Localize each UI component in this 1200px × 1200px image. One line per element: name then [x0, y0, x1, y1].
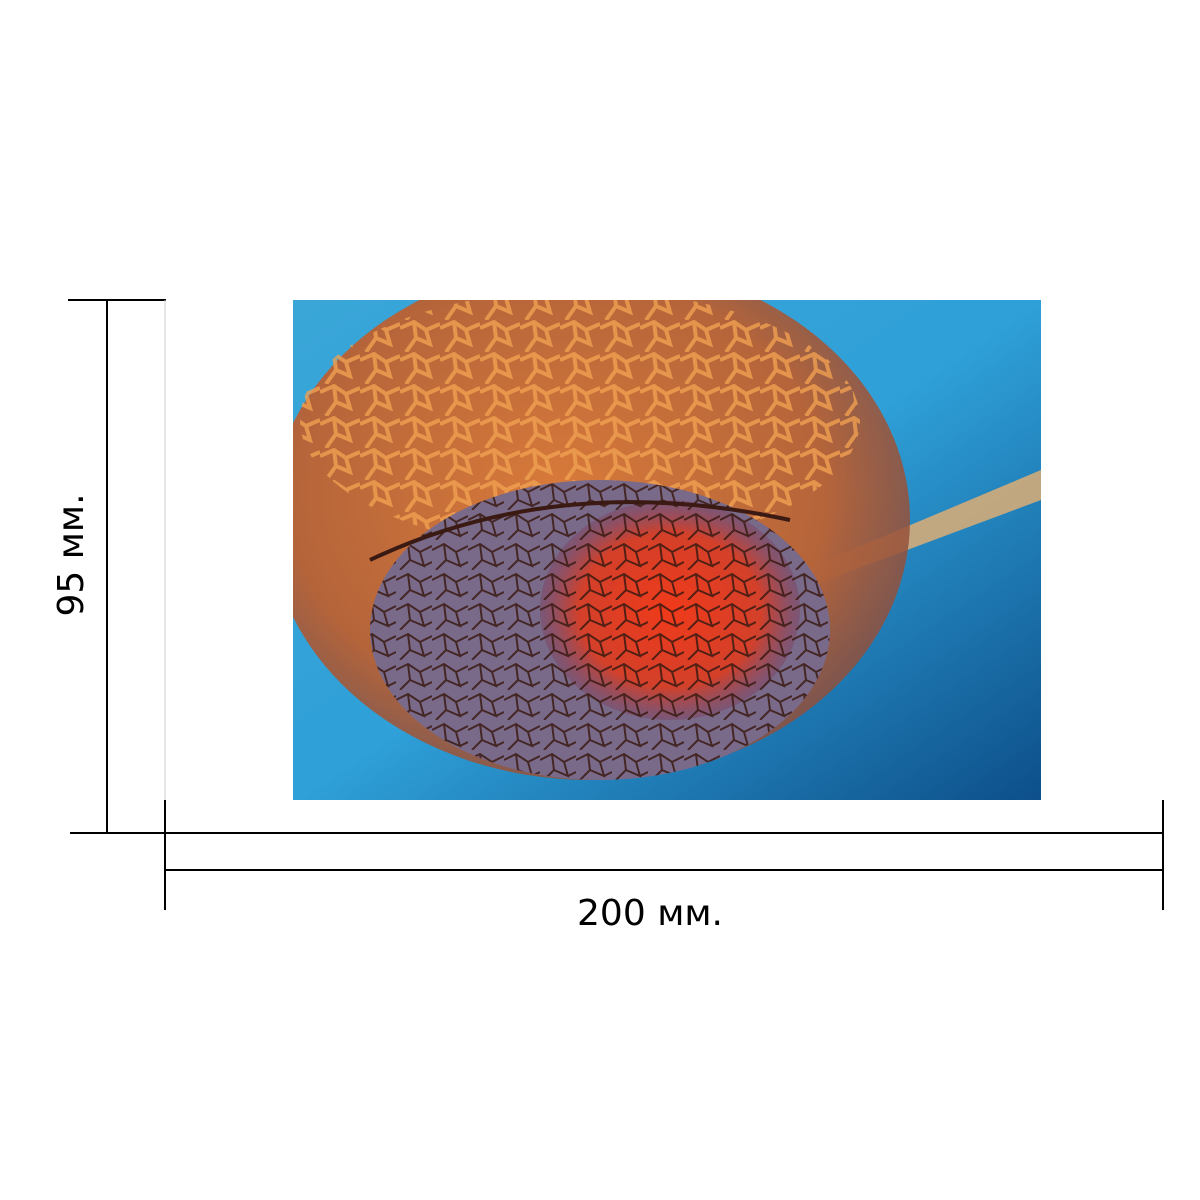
photo — [293, 300, 1041, 800]
width-label: 200 мм. — [577, 893, 723, 934]
height-label: 95 мм. — [51, 493, 92, 616]
